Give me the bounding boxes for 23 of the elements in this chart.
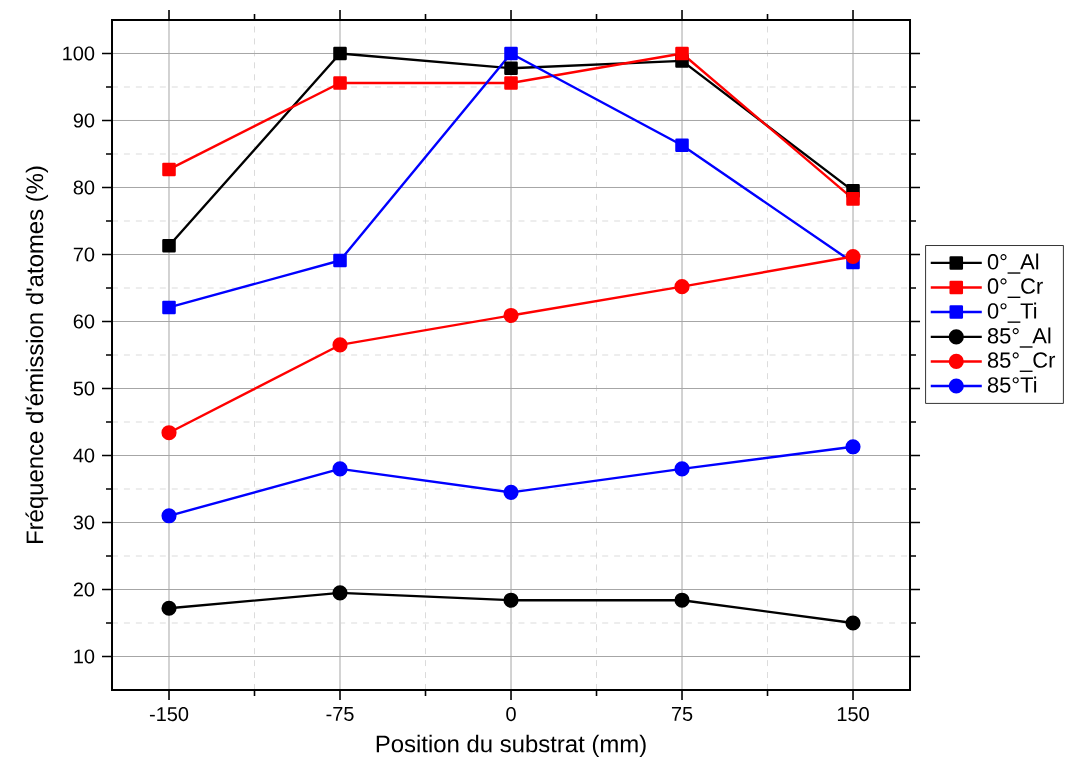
x-tick-label: 75	[671, 707, 693, 721]
legend-label: 0°_Cr	[987, 278, 1043, 298]
y-tick-label: 20	[73, 582, 95, 597]
x-tick-label: -75	[326, 707, 354, 721]
y-tick-label: 10	[74, 649, 95, 664]
x-tick-label: 150	[837, 707, 869, 722]
y-tick-label: 100	[63, 46, 95, 61]
y-tick-label: 70	[73, 247, 95, 262]
y-tick-label: 50	[73, 381, 95, 396]
y-tick-label: 80	[73, 180, 95, 195]
legend-label: 85°Ti	[987, 376, 1037, 393]
x-axis-title: Position du substrat (mm)	[376, 734, 646, 758]
y-axis-title: Fréquence d'émission d'atomes (%)	[25, 166, 49, 543]
y-tick-label: 30	[73, 515, 95, 530]
x-tick-label: -150	[149, 707, 189, 722]
y-tick-label: 90	[73, 113, 95, 128]
x-tick-label: 0	[506, 707, 516, 722]
legend-label: 85°_Al	[987, 327, 1051, 348]
legend-label: 0°_Ti	[987, 302, 1037, 323]
legend-label: 0°_Al	[987, 253, 1039, 274]
y-tick-label: 60	[73, 314, 95, 329]
y-tick-label: 40	[73, 448, 95, 463]
legend-label: 85°_Cr	[987, 352, 1056, 372]
